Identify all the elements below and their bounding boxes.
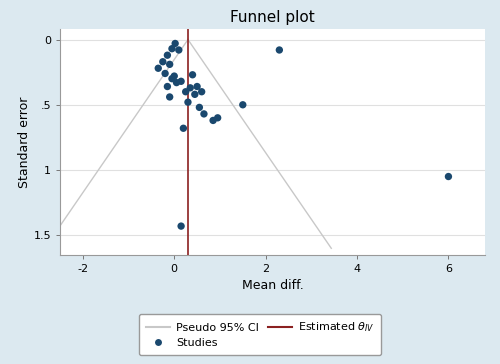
X-axis label: Mean diff.: Mean diff. [242, 280, 304, 292]
Point [168, 46, 176, 52]
Point [168, 76, 176, 82]
Point [184, 99, 192, 105]
Legend: Pseudo 95% CI, Studies, Estimated $\theta_{IV}$: Pseudo 95% CI, Studies, Estimated $\thet… [139, 314, 381, 355]
Point [161, 71, 169, 76]
Point [214, 115, 222, 121]
Point [191, 91, 199, 97]
Point [239, 102, 247, 108]
Point [170, 73, 178, 79]
Point [164, 52, 172, 58]
Point [166, 62, 173, 67]
Point [154, 66, 162, 71]
Point [193, 84, 201, 90]
Point [200, 111, 208, 117]
Point [198, 89, 205, 95]
Point [180, 125, 188, 131]
Point [276, 47, 283, 53]
Point [177, 78, 185, 84]
Point [166, 94, 173, 100]
Point [177, 223, 185, 229]
Point [159, 59, 167, 65]
Point [196, 104, 203, 110]
Point [172, 80, 180, 86]
Point [182, 89, 190, 95]
Point [164, 84, 172, 90]
Point [188, 72, 196, 78]
Point [444, 174, 452, 179]
Title: Funnel plot: Funnel plot [230, 10, 315, 25]
Y-axis label: Standard error: Standard error [18, 96, 30, 188]
Point [175, 47, 183, 53]
Point [186, 85, 194, 91]
Point [209, 118, 217, 123]
Point [171, 40, 179, 46]
